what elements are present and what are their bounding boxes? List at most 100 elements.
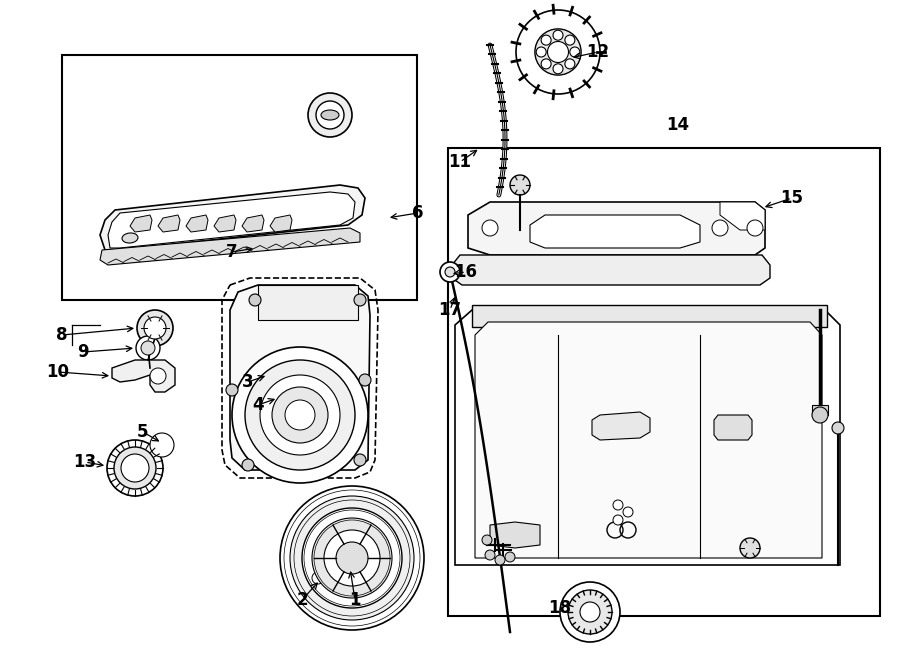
Circle shape <box>354 454 366 466</box>
Polygon shape <box>720 202 765 230</box>
Text: 18: 18 <box>548 599 572 617</box>
Circle shape <box>495 555 505 565</box>
Circle shape <box>570 47 580 57</box>
Circle shape <box>440 262 460 282</box>
Circle shape <box>482 535 492 545</box>
Polygon shape <box>100 185 365 250</box>
Circle shape <box>141 341 155 355</box>
Bar <box>812 405 828 415</box>
Text: 13: 13 <box>74 453 96 471</box>
Text: 6: 6 <box>412 204 424 222</box>
Text: 3: 3 <box>242 373 254 391</box>
Circle shape <box>516 10 600 94</box>
Circle shape <box>316 101 344 129</box>
Polygon shape <box>592 412 650 440</box>
Text: 7: 7 <box>226 243 238 261</box>
Circle shape <box>812 407 828 423</box>
Circle shape <box>150 368 166 384</box>
Circle shape <box>553 64 563 74</box>
Circle shape <box>285 400 315 430</box>
Circle shape <box>312 518 392 598</box>
Circle shape <box>613 515 623 525</box>
Text: 14: 14 <box>666 116 689 134</box>
Circle shape <box>565 35 575 45</box>
Bar <box>62 55 417 300</box>
Circle shape <box>260 375 340 455</box>
Text: 16: 16 <box>454 263 478 281</box>
Polygon shape <box>475 322 822 558</box>
Text: 1: 1 <box>349 591 361 609</box>
Circle shape <box>747 220 763 236</box>
Circle shape <box>136 336 160 360</box>
Text: 4: 4 <box>252 396 264 414</box>
Circle shape <box>485 550 495 560</box>
Circle shape <box>312 572 324 584</box>
Bar <box>448 148 880 616</box>
Circle shape <box>832 422 844 434</box>
Circle shape <box>137 310 173 346</box>
Circle shape <box>536 47 546 57</box>
Circle shape <box>505 552 515 562</box>
Polygon shape <box>230 285 370 470</box>
Circle shape <box>280 486 424 630</box>
Circle shape <box>535 29 581 75</box>
Circle shape <box>740 538 760 558</box>
Circle shape <box>623 507 633 517</box>
Polygon shape <box>100 228 360 265</box>
Text: 12: 12 <box>587 43 609 61</box>
Circle shape <box>568 590 612 634</box>
Polygon shape <box>452 255 770 285</box>
Circle shape <box>541 59 551 69</box>
Circle shape <box>249 294 261 306</box>
Text: 2: 2 <box>296 591 308 609</box>
Circle shape <box>482 220 498 236</box>
Polygon shape <box>714 415 752 440</box>
Circle shape <box>308 568 328 588</box>
Text: 17: 17 <box>438 301 462 319</box>
Circle shape <box>510 175 530 195</box>
Circle shape <box>232 347 368 483</box>
Polygon shape <box>455 310 840 565</box>
Circle shape <box>150 433 174 457</box>
Polygon shape <box>490 522 540 548</box>
Text: 5: 5 <box>137 423 148 441</box>
Text: 8: 8 <box>56 326 68 344</box>
Text: 9: 9 <box>77 343 89 361</box>
Text: 11: 11 <box>448 153 472 171</box>
Circle shape <box>336 542 368 574</box>
Circle shape <box>226 384 238 396</box>
Bar <box>472 305 827 327</box>
Circle shape <box>121 454 149 482</box>
Circle shape <box>445 267 455 277</box>
Circle shape <box>541 35 551 45</box>
Bar <box>258 285 358 320</box>
Circle shape <box>245 360 355 470</box>
Polygon shape <box>242 215 264 232</box>
Polygon shape <box>108 192 355 248</box>
Polygon shape <box>270 215 292 232</box>
Circle shape <box>272 387 328 443</box>
Circle shape <box>359 374 371 386</box>
Circle shape <box>547 42 569 63</box>
Circle shape <box>308 93 352 137</box>
Circle shape <box>553 30 563 40</box>
Circle shape <box>354 294 366 306</box>
Circle shape <box>114 447 156 489</box>
Ellipse shape <box>122 233 138 243</box>
Circle shape <box>560 582 620 642</box>
Polygon shape <box>530 215 700 248</box>
Circle shape <box>107 440 163 496</box>
Circle shape <box>613 500 623 510</box>
Text: 15: 15 <box>780 189 804 207</box>
Circle shape <box>712 220 728 236</box>
Polygon shape <box>468 202 765 255</box>
Polygon shape <box>130 215 152 232</box>
Polygon shape <box>112 360 175 392</box>
Polygon shape <box>186 215 208 232</box>
Circle shape <box>302 508 402 608</box>
Circle shape <box>565 59 575 69</box>
Polygon shape <box>214 215 236 232</box>
Circle shape <box>242 459 254 471</box>
Polygon shape <box>158 215 180 232</box>
Circle shape <box>324 530 380 586</box>
